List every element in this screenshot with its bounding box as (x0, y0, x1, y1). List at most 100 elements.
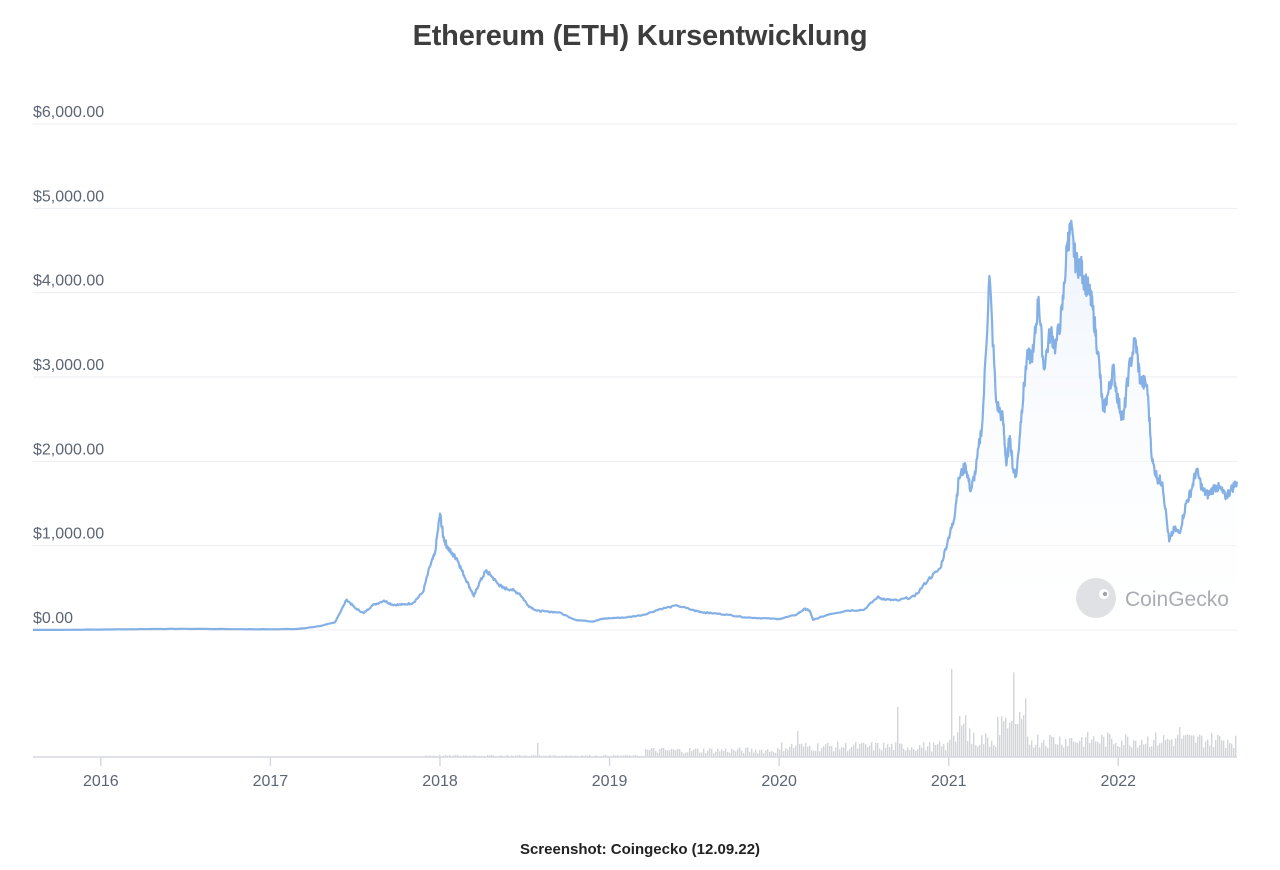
volume-bar (707, 750, 709, 757)
volume-bar (885, 747, 887, 757)
volume-bar (957, 732, 959, 757)
volume-bar (881, 750, 883, 757)
volume-bar (825, 744, 827, 757)
volume-bar (439, 755, 441, 757)
volume-bar (1033, 747, 1035, 757)
volume-bar (487, 755, 489, 757)
volume-bar (789, 746, 791, 757)
volume-bar (829, 745, 831, 757)
volume-bar (1205, 741, 1207, 757)
volume-bar (999, 735, 1001, 757)
volume-bar (605, 754, 607, 757)
volume-bar (453, 755, 455, 757)
volume-bar (613, 754, 615, 757)
volume-bar (1173, 745, 1175, 757)
volume-bar (625, 754, 627, 757)
y-tick-label: $1,000.00 (33, 526, 104, 543)
volume-bar (1211, 733, 1213, 757)
volume-bar (745, 747, 747, 757)
volume-bar (953, 735, 955, 757)
volume-bar (1077, 742, 1079, 757)
volume-bar (843, 747, 845, 757)
volume-bar (1075, 742, 1077, 757)
volume-bar (1229, 743, 1231, 757)
volume-bar (645, 749, 647, 757)
volume-bar (703, 748, 705, 757)
volume-bar (1213, 747, 1215, 757)
volume-bar (723, 750, 725, 757)
x-axis-ticks: 2016 2017 2018 2019 2020 2021 2022 (83, 757, 1136, 790)
volume-bar (787, 749, 789, 757)
volume-bar (899, 743, 901, 757)
volume-bar (589, 754, 591, 757)
volume-bar (919, 745, 921, 757)
volume-bar (1101, 734, 1103, 757)
volume-bar (901, 743, 903, 757)
volume-bar (1231, 743, 1233, 757)
volume-bar (865, 744, 867, 757)
volume-bar (1097, 741, 1099, 757)
volume-bar (963, 723, 965, 757)
volume-bar (1093, 736, 1095, 757)
volume-bar (975, 745, 977, 757)
volume-bar (853, 744, 855, 757)
volume-bar (1125, 734, 1127, 757)
volume-bar (1147, 736, 1149, 757)
volume-bar (653, 747, 655, 757)
volume-bar (873, 750, 875, 757)
volume-bar (951, 669, 953, 757)
volume-bar (1089, 743, 1091, 757)
volume-bar (867, 746, 869, 757)
volume-bar (819, 751, 821, 757)
x-tick-label: 2016 (83, 773, 119, 790)
volume-bar (515, 755, 517, 757)
volume-bar (909, 749, 911, 757)
volume-bar (815, 750, 817, 757)
volume-bar (715, 751, 717, 757)
volume-bar (1181, 738, 1183, 757)
volume-bar (1003, 721, 1005, 757)
volume-bar (655, 750, 657, 757)
volume-bar (927, 746, 929, 757)
volume-bar (1223, 740, 1225, 757)
volume-bar (629, 755, 631, 757)
volume-bar (455, 755, 457, 757)
volume-bar (837, 741, 839, 757)
volume-bar (827, 742, 829, 757)
volume-bar (983, 744, 985, 757)
volume-bar (511, 755, 513, 757)
volume-bars (33, 669, 1237, 757)
price-line[interactable] (33, 219, 1239, 631)
volume-bar (677, 748, 679, 757)
volume-bar (681, 751, 683, 757)
volume-bar (685, 752, 687, 757)
volume-bar (617, 755, 619, 757)
volume-bar (947, 742, 949, 757)
volume-bar (807, 746, 809, 757)
volume-bar (1031, 740, 1033, 757)
volume-bar (633, 754, 635, 757)
volume-bar (1183, 735, 1185, 757)
volume-bar (553, 755, 555, 757)
volume-bar (733, 749, 735, 757)
volume-bar (1221, 740, 1223, 757)
volume-bar (727, 751, 729, 757)
volume-bar (1187, 734, 1189, 757)
volume-bar (1037, 734, 1039, 757)
volume-bar (929, 742, 931, 757)
volume-bar (781, 742, 783, 757)
volume-bar (499, 755, 501, 757)
volume-bar (1179, 727, 1181, 757)
volume-bar (1195, 742, 1197, 757)
volume-bar (791, 743, 793, 757)
y-tick-label: $6,000.00 (33, 104, 104, 121)
volume-bar (943, 743, 945, 757)
volume-bar (749, 752, 751, 757)
volume-bar (751, 748, 753, 757)
volume-bar (533, 755, 535, 757)
volume-bar (581, 755, 583, 757)
volume-bar (663, 748, 665, 757)
volume-bar (1053, 737, 1055, 757)
volume-bar (935, 745, 937, 757)
